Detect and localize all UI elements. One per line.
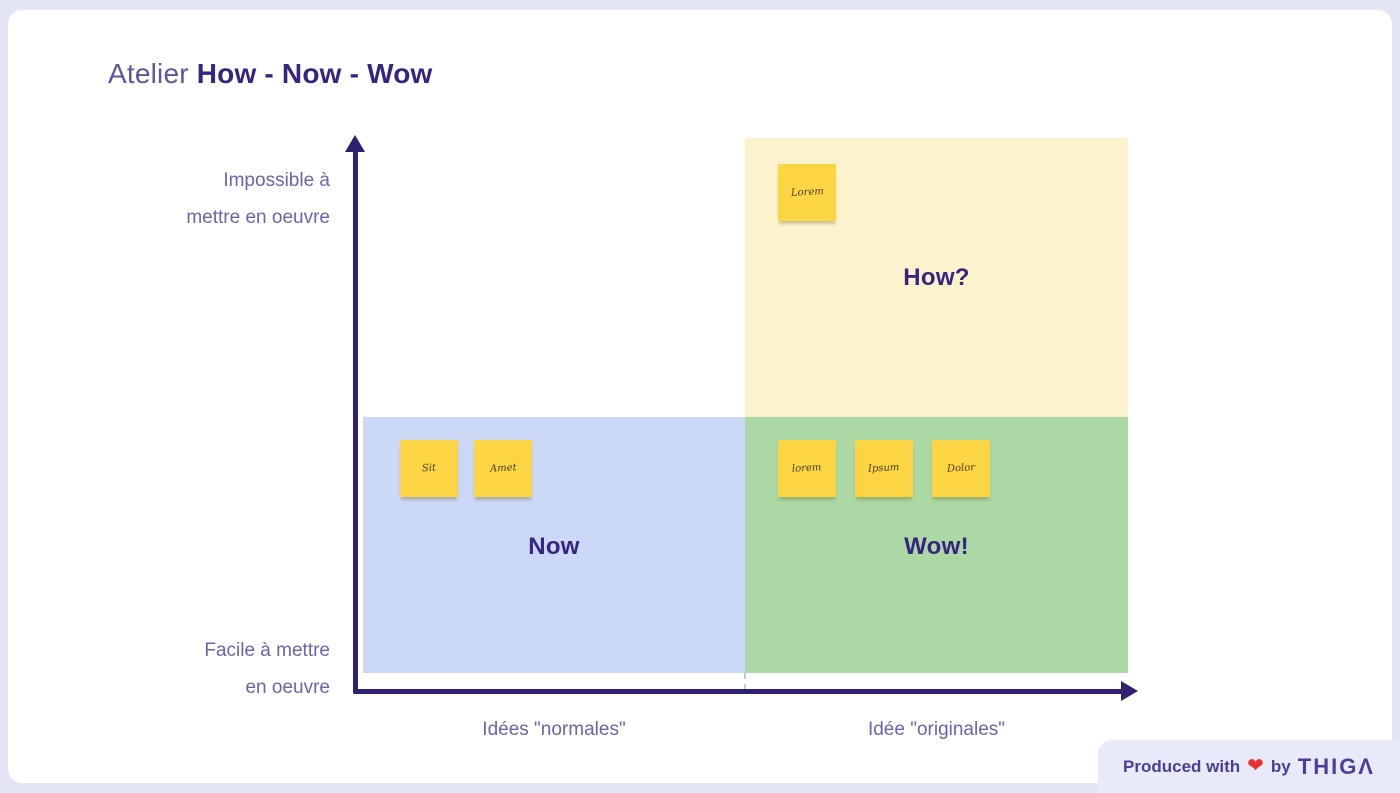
footer-by-text: by [1270,756,1291,776]
title-bold: How - Now - Wow [196,58,433,89]
quadrant-how-label: How? [903,264,970,291]
y-axis-top-label-line2: mettre en oeuvre [186,207,330,228]
sticky-note-text: Lorem [790,186,824,199]
x-axis-left-label: Idées "normales" [482,719,626,740]
x-axis-line [353,689,1123,694]
diagram-card: Atelier How - Now - Wow How? Now Wow! Im… [8,10,1400,793]
y-axis-bottom-label: Facile à mettre en oeuvre [88,632,330,706]
heart-icon: ❤ [1247,754,1264,777]
sticky-note: Sit [400,440,458,497]
sticky-note-text: Sit [421,462,437,475]
sticky-note: Ipsum [855,440,913,497]
quadrant-wow-label: Wow! [904,533,969,560]
sticky-note-text: Ipsum [868,462,900,475]
x-axis-arrow-icon [1121,681,1138,701]
x-axis-right-label: Idée "originales" [867,719,1006,740]
sticky-note-text: Amet [489,462,517,475]
sticky-note: Lorem [778,164,836,221]
y-axis-bottom-label-line2: en oeuvre [245,677,330,698]
sticky-note: lorem [778,440,836,497]
sticky-note: Amet [474,440,532,497]
footer-credit-badge: Produced with ❤ by THIGΛ [1098,740,1400,793]
y-axis-top-label-line1: Impossible à [223,170,330,191]
y-axis-bottom-label-line1: Facile à mettre [204,640,330,661]
sticky-note-text: lorem [792,462,822,475]
sticky-note: Dolor [932,440,990,497]
page-title: Atelier How - Now - Wow [108,58,433,90]
y-axis-top-label: Impossible à mettre en oeuvre [88,162,330,236]
quadrant-now-label: Now [528,533,580,560]
y-axis-arrow-icon [345,135,365,152]
y-axis-line [353,150,358,694]
sticky-note-text: Dolor [946,462,976,475]
title-regular: Atelier [108,58,197,89]
thiga-logo: THIGΛ [1297,753,1375,779]
quadrant-divider-dashed-line [744,673,746,690]
footer-produced-with-text: Produced with [1123,756,1241,776]
